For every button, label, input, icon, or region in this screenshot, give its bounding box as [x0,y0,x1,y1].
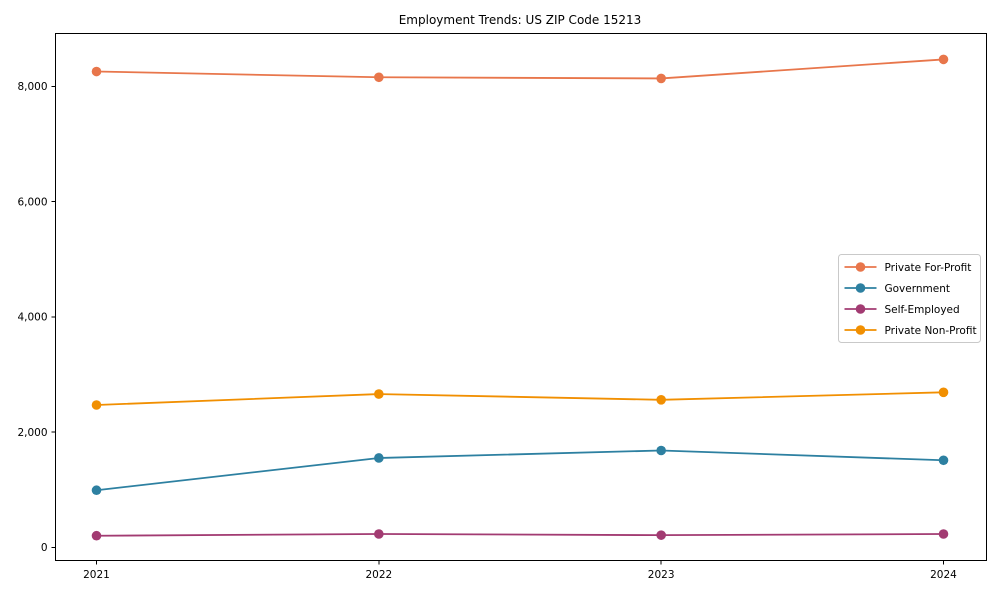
data-point-private-non-profit [938,387,949,398]
legend-label: Government [885,283,950,295]
legend-label: Private Non-Profit [885,325,977,337]
x-axis: 2021 2022 2023 2024 [83,560,957,581]
legend: Private For-Profit Government Self-Employe… [838,254,981,343]
series-line-private-non-profit [95,391,945,406]
data-point-private-for-profit [91,66,102,77]
data-point-government [374,453,384,463]
data-point-private-for-profit [374,72,384,83]
x-tick-label: 2021 [83,569,110,581]
data-point-private-non-profit [374,389,384,399]
data-point-self-employed [938,529,949,539]
data-point-government [938,455,949,466]
data-point-self-employed [91,530,102,541]
y-tick-label: 8,000 [17,81,47,93]
data-point-self-employed [374,529,384,539]
data-point-private-non-profit [91,400,102,410]
x-tick-label: 2022 [365,569,392,581]
legend-marker [855,283,866,293]
data-point-private-non-profit [656,395,666,405]
data-point-private-for-profit [656,73,666,84]
legend-label: Self-Employed [885,304,960,316]
legend-label: Private For-Profit [885,262,972,274]
series-line-private-for-profit [95,58,945,80]
y-tick-label: 4,000 [17,312,47,324]
plot-border [55,33,987,561]
series-line-government [95,449,945,492]
data-point-government [91,485,102,496]
x-tick-label: 2023 [648,569,675,581]
chart-title: Employment Trends: US ZIP Code 15213 [399,13,642,27]
data-point-private-for-profit [938,54,949,65]
legend-marker [855,325,866,335]
data-point-self-employed [656,530,666,540]
y-tick-label: 2,000 [17,427,47,439]
y-tick-label: 6,000 [17,196,47,208]
legend-marker [855,262,866,272]
data-point-government [656,445,666,456]
series-group [91,54,949,541]
y-axis: 0 2,000 4,000 6,000 8,000 [17,81,56,554]
x-tick-label: 2024 [930,569,957,581]
y-tick-label: 0 [41,542,48,554]
legend-box [838,254,981,343]
series-line-self-employed [95,533,945,537]
legend-marker [855,304,866,314]
